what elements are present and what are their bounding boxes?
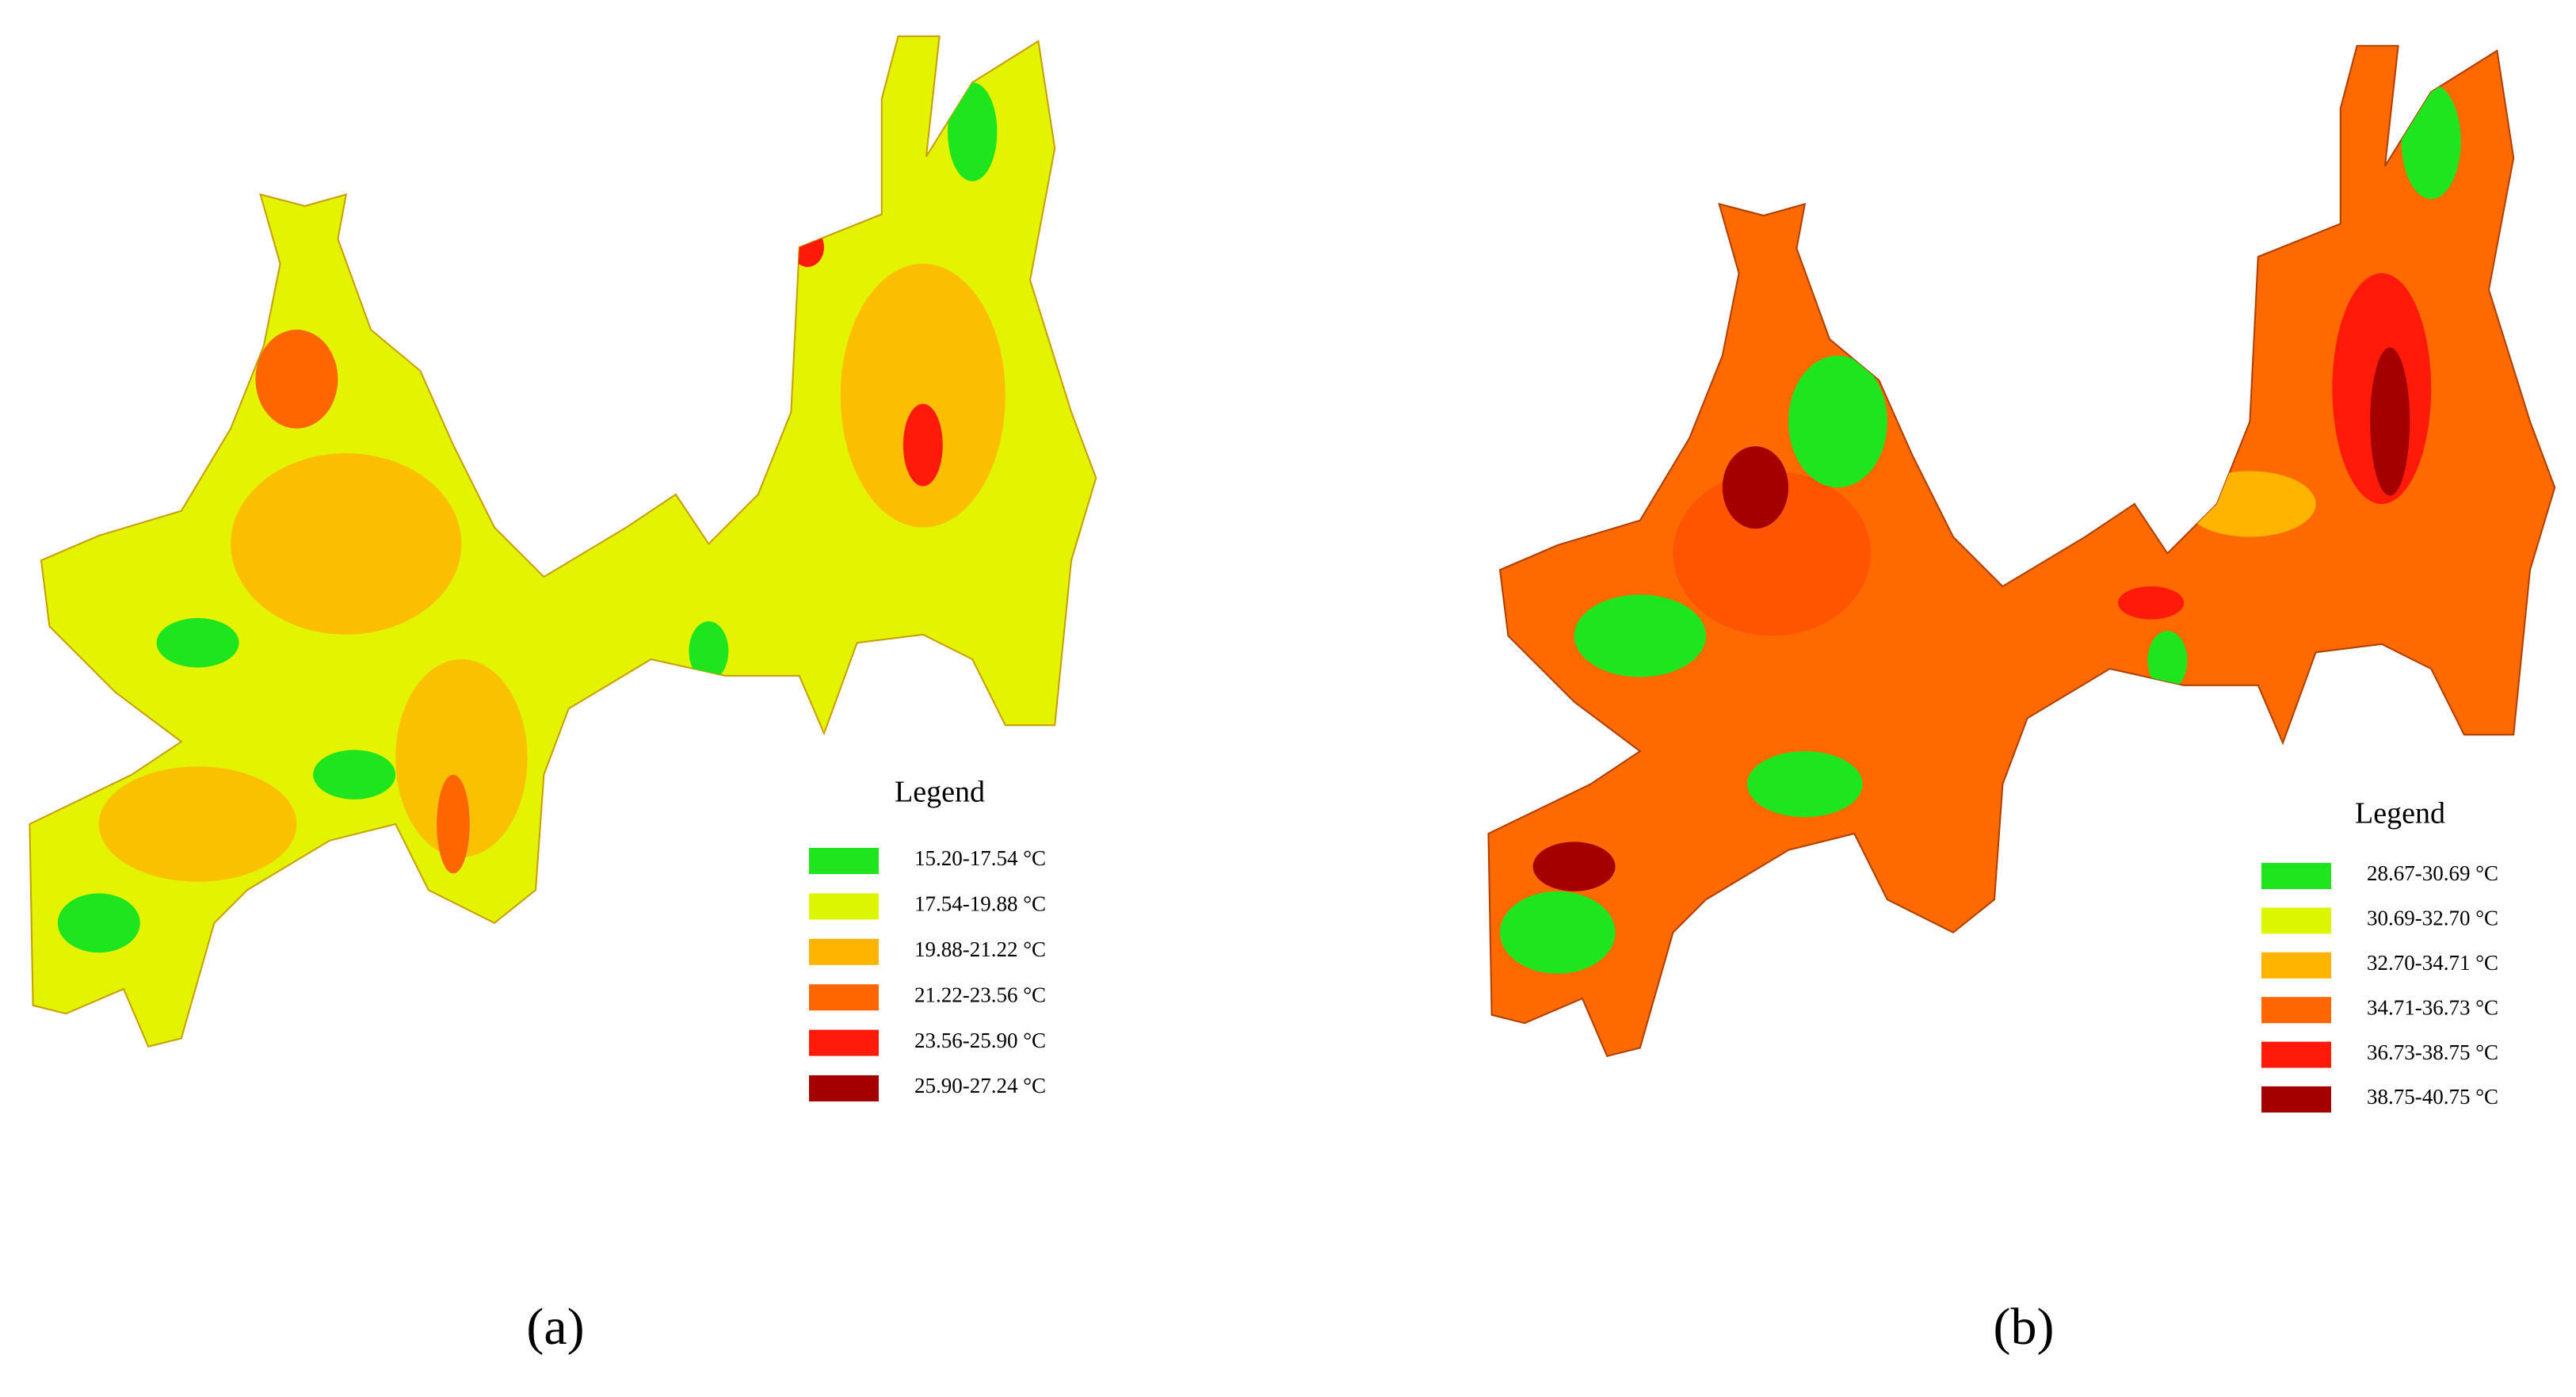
map-b — [1487, 44, 2556, 1057]
legend-label: 30.69-32.70 °C — [2367, 907, 2498, 930]
legend-label: 32.70-34.71 °C — [2367, 951, 2498, 975]
map-a-zones — [57, 82, 1006, 953]
panel-label: (b) — [1994, 1298, 2055, 1356]
legend-label: 17.54-19.88 °C — [914, 892, 1046, 916]
legend-label: 19.88-21.22 °C — [914, 937, 1046, 961]
legend-label: 38.75-40.75 °C — [2367, 1085, 2498, 1109]
legend-title: Legend — [895, 776, 985, 809]
legend-swatch — [2261, 907, 2331, 934]
legend-title: Legend — [2355, 797, 2445, 830]
legend-label: 21.22-23.56 °C — [914, 983, 1046, 1006]
legend-swatch — [809, 984, 879, 1011]
legend-label: 28.67-30.69 °C — [2367, 861, 2498, 885]
legend-swatch — [809, 938, 879, 965]
legend-swatch — [2261, 1086, 2331, 1113]
legend-label: 36.73-38.75 °C — [2367, 1040, 2498, 1064]
legend-label: 15.20-17.54 °C — [914, 846, 1046, 870]
legend-swatch — [2261, 1041, 2331, 1068]
legend-swatch — [809, 1029, 879, 1056]
legend-swatch — [2261, 952, 2331, 979]
legend-label: 23.56-25.90 °C — [914, 1029, 1046, 1052]
legend-label: 34.71-36.73 °C — [2367, 995, 2498, 1019]
panel-label: (a) — [526, 1298, 584, 1356]
legend-swatch — [2261, 863, 2331, 889]
legend-label: 25.90-27.24 °C — [914, 1074, 1046, 1097]
legend-swatch — [809, 848, 879, 874]
legend-swatch — [809, 1075, 879, 1101]
legend-swatch — [2261, 997, 2331, 1024]
map-a — [29, 35, 1097, 1048]
legend-swatch — [809, 893, 879, 920]
